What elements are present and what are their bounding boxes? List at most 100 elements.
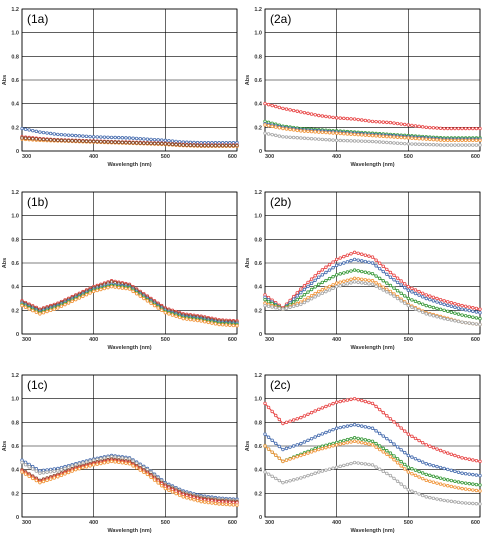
data-point xyxy=(417,438,421,443)
data-point xyxy=(299,110,303,114)
data-point xyxy=(410,286,414,291)
data-point xyxy=(331,260,335,264)
series-1 xyxy=(263,257,482,315)
data-point xyxy=(360,252,364,256)
data-point xyxy=(320,288,325,292)
data-point xyxy=(306,451,310,455)
data-point xyxy=(313,409,317,413)
data-point xyxy=(352,280,357,284)
data-point xyxy=(467,314,471,319)
data-point xyxy=(395,135,400,139)
data-point xyxy=(392,121,396,125)
data-point xyxy=(124,461,128,465)
data-point xyxy=(84,465,89,469)
y-tick-label: 0 xyxy=(259,332,262,338)
data-point xyxy=(291,478,296,482)
data-point xyxy=(460,471,464,475)
data-point xyxy=(281,307,285,311)
data-point xyxy=(474,473,479,477)
data-point xyxy=(284,420,289,425)
data-point xyxy=(406,136,411,140)
y-tick-label: 0.2 xyxy=(11,491,19,497)
data-point xyxy=(363,270,368,274)
series-3 xyxy=(263,123,482,143)
series-0 xyxy=(20,126,239,145)
data-point xyxy=(299,453,303,458)
data-point xyxy=(342,438,346,443)
data-point xyxy=(377,467,382,471)
data-point xyxy=(406,123,411,127)
data-point xyxy=(374,465,378,469)
data-point xyxy=(274,413,278,418)
data-point xyxy=(342,283,346,287)
data-point xyxy=(338,464,342,469)
data-point xyxy=(70,133,74,138)
y-tick-label: 0.2 xyxy=(254,491,262,497)
data-point xyxy=(435,296,439,301)
data-point xyxy=(385,290,389,294)
data-point xyxy=(446,478,450,482)
data-point xyxy=(231,143,236,148)
x-tick-label: 400 xyxy=(332,520,341,526)
data-point xyxy=(142,470,146,474)
y-tick-label: 0 xyxy=(16,515,19,521)
data-point xyxy=(324,430,328,435)
x-tick-label: 500 xyxy=(161,520,170,526)
data-point xyxy=(377,261,382,265)
data-point xyxy=(370,139,375,144)
data-point xyxy=(160,484,164,488)
data-point xyxy=(299,287,303,291)
data-point xyxy=(471,482,475,486)
data-point xyxy=(120,136,125,140)
data-point xyxy=(349,252,353,256)
data-point xyxy=(356,251,360,255)
data-point xyxy=(395,276,400,280)
data-point xyxy=(66,465,71,469)
data-point xyxy=(338,138,342,143)
data-point xyxy=(410,136,414,140)
data-point xyxy=(392,273,396,278)
data-point xyxy=(403,429,407,433)
data-point xyxy=(417,142,421,146)
data-point xyxy=(334,426,339,430)
data-point xyxy=(309,410,314,415)
data-point xyxy=(217,143,221,148)
data-point xyxy=(345,139,350,143)
data-point xyxy=(281,421,285,426)
data-point xyxy=(120,140,125,145)
data-point xyxy=(453,143,457,147)
data-point xyxy=(77,134,82,138)
data-point xyxy=(420,471,425,475)
data-point xyxy=(360,437,364,441)
data-point xyxy=(334,400,339,404)
data-point xyxy=(352,439,357,443)
data-point xyxy=(74,133,78,138)
data-point xyxy=(442,143,446,147)
data-point xyxy=(352,257,357,262)
data-point xyxy=(284,306,289,310)
data-point xyxy=(420,302,425,306)
y-tick-label: 0.8 xyxy=(11,237,19,243)
data-point xyxy=(395,479,400,483)
data-point xyxy=(381,134,385,139)
data-point xyxy=(327,276,332,281)
data-point xyxy=(63,133,67,137)
data-point xyxy=(66,470,71,475)
data-point xyxy=(263,470,267,474)
data-point xyxy=(313,130,317,134)
data-point xyxy=(460,143,464,147)
data-point xyxy=(167,488,171,492)
data-point xyxy=(185,496,189,500)
data-point xyxy=(95,462,99,466)
data-point xyxy=(449,484,454,489)
data-point xyxy=(410,455,414,459)
data-point xyxy=(424,303,428,308)
data-point xyxy=(317,137,321,141)
data-point xyxy=(449,304,454,309)
data-point xyxy=(471,472,475,477)
data-point xyxy=(360,139,364,143)
data-point xyxy=(438,307,443,312)
data-point xyxy=(188,143,193,148)
data-point xyxy=(467,305,471,309)
data-point xyxy=(345,282,350,286)
